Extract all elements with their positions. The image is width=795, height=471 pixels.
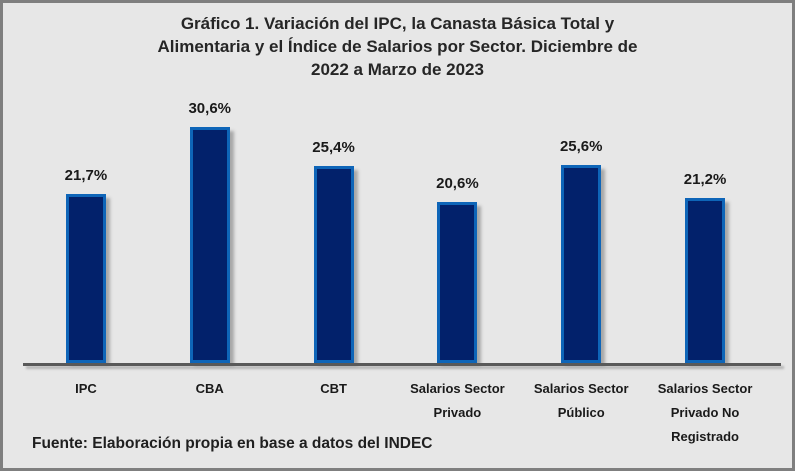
bar-3 bbox=[437, 202, 478, 363]
bar-column-0: 21,7% bbox=[24, 167, 148, 363]
bar-column-1: 30,6% bbox=[148, 100, 272, 363]
x-axis-line bbox=[23, 363, 781, 366]
bar-value-label: 21,2% bbox=[683, 171, 727, 188]
bar-value-label: 25,6% bbox=[559, 138, 603, 155]
bar-column-3: 20,6% bbox=[395, 175, 519, 363]
bar-value-label: 30,6% bbox=[188, 100, 232, 117]
category-label-5: Salarios Sector Privado No Registrado bbox=[657, 381, 753, 444]
category-label-3: Salarios Sector Privado bbox=[410, 381, 505, 420]
bar-column-5: 21,2% bbox=[643, 171, 767, 363]
bar-2 bbox=[313, 166, 354, 363]
category-label-1: CBA bbox=[195, 381, 224, 396]
chart-title-line-2: Alimentaria y el Índice de Salarios por … bbox=[157, 37, 638, 56]
source-note: Fuente: Elaboración propia en base a dat… bbox=[32, 435, 433, 452]
bar-column-2: 25,4% bbox=[272, 139, 396, 363]
bar-value-label: 21,7% bbox=[64, 167, 108, 184]
chart-title-line-1: Gráfico 1. Variación del IPC, la Canasta… bbox=[180, 14, 615, 33]
bar-1 bbox=[189, 127, 230, 363]
chart-title-line-3: 2022 a Marzo de 2023 bbox=[311, 60, 484, 79]
category-label-2: CBT bbox=[320, 381, 347, 396]
category-label-0: IPC bbox=[75, 381, 97, 396]
bars-row: 21,7% 30,6% 25,4% 20,6% 25,6% 21,2% bbox=[24, 92, 767, 363]
chart-title: Gráfico 1. Variación del IPC, la Canasta… bbox=[3, 12, 792, 81]
bar-5 bbox=[685, 198, 726, 363]
bar-0 bbox=[65, 194, 106, 363]
bar-value-label: 20,6% bbox=[436, 175, 479, 192]
bar-column-4: 25,6% bbox=[519, 138, 643, 363]
bar-4 bbox=[561, 165, 602, 363]
bar-value-label: 25,4% bbox=[312, 139, 355, 156]
plot-area: 21,7% 30,6% 25,4% 20,6% 25,6% 21,2% bbox=[24, 92, 767, 363]
category-axis-labels: IPC CBA CBT Salarios Sector Privado Salarios… bbox=[24, 377, 767, 449]
category-label-4: Salarios Sector Público bbox=[533, 381, 629, 420]
